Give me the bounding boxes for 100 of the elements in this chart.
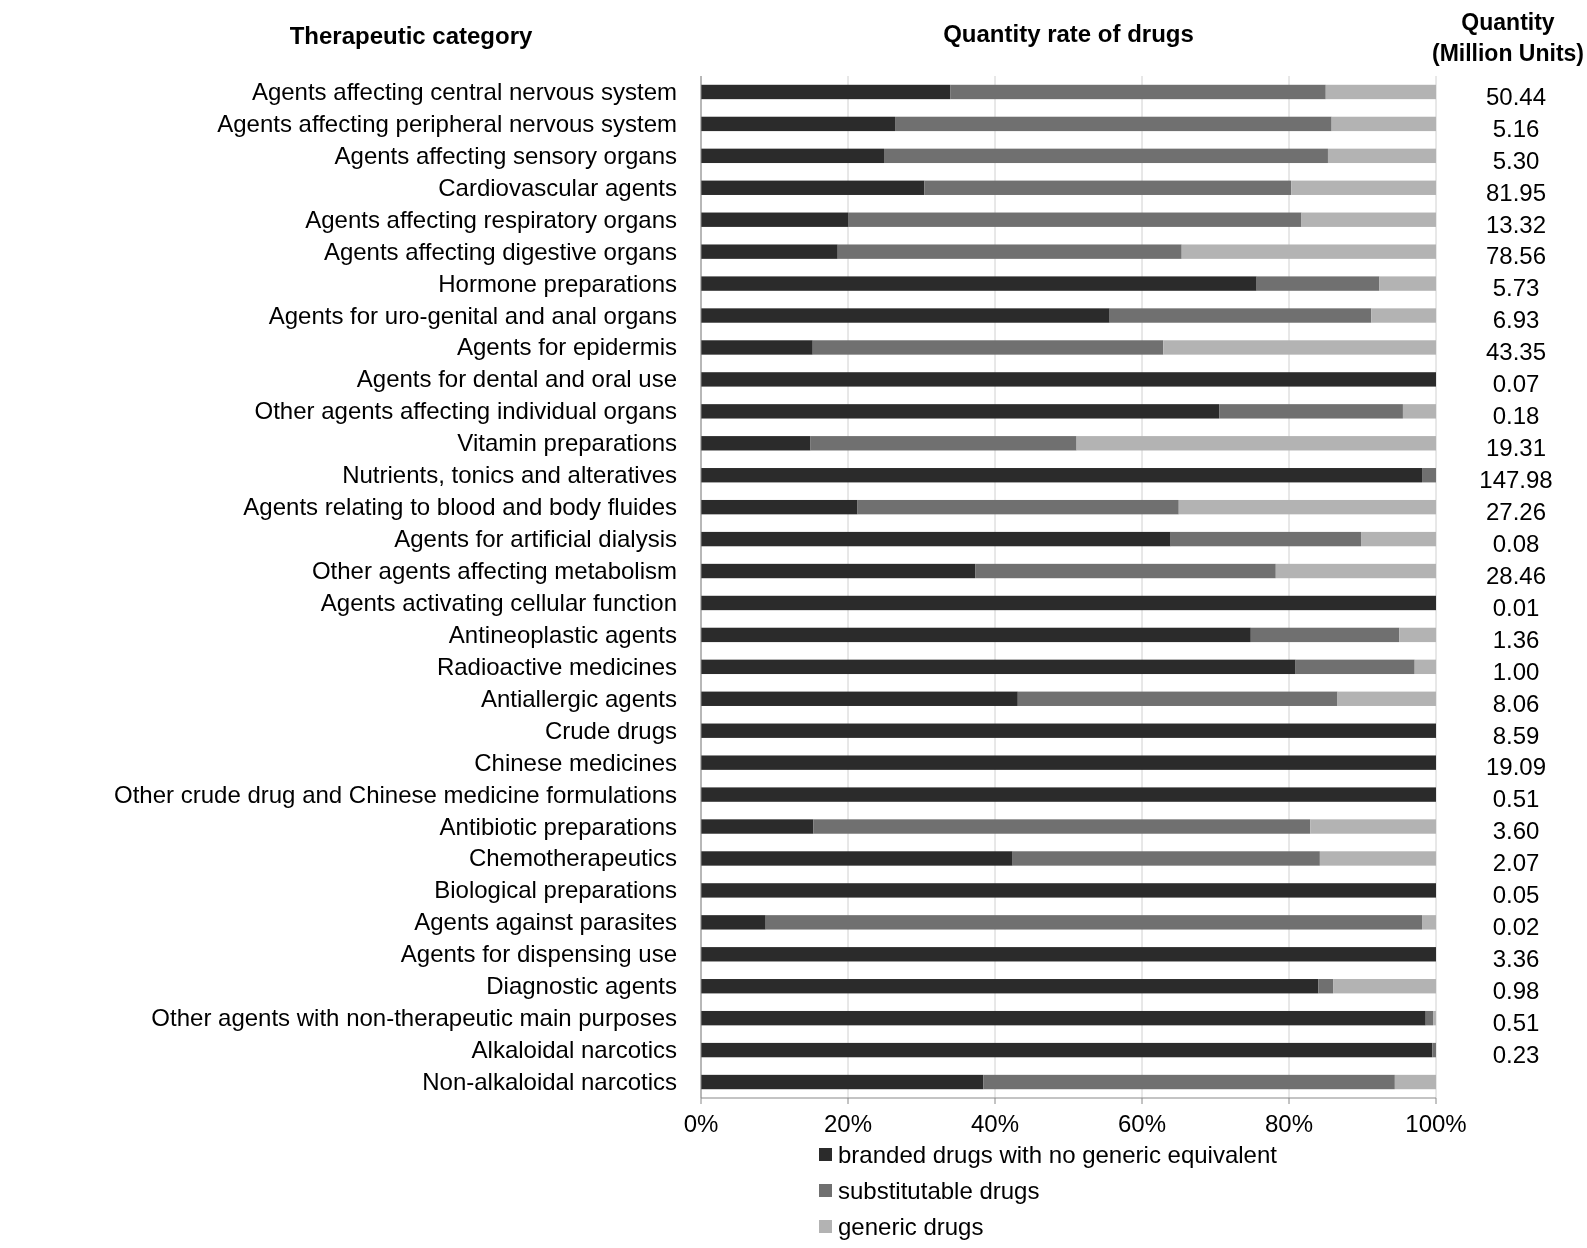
bar	[1012, 851, 1320, 866]
bar	[1327, 148, 1436, 164]
text: 3.36	[1492, 945, 1540, 973]
y-tick-label: Other agents with non-therapeutic main purposes	[151, 1004, 677, 1032]
bar	[1422, 915, 1437, 930]
legend-label: substitutable drugs	[838, 1177, 1040, 1204]
bar	[1399, 627, 1436, 643]
y-tick-label: Vitamin preparations	[457, 429, 677, 457]
bar	[701, 340, 813, 355]
y-tick-label: Agents for dental and oral use	[356, 365, 677, 393]
y-tick-label: Radioactive medicines	[436, 652, 677, 680]
bar	[701, 1010, 1426, 1026]
bar	[701, 883, 1436, 898]
bar	[701, 372, 1436, 387]
text: 28.46	[1485, 561, 1547, 589]
bar	[701, 212, 848, 227]
y-tick-label: Agents relating to blood and body fluides	[243, 493, 677, 521]
bar	[701, 595, 1436, 611]
bar	[812, 340, 1164, 355]
bar	[983, 1074, 1395, 1090]
bar	[1425, 1010, 1434, 1026]
bar	[701, 116, 896, 132]
bar	[1331, 116, 1436, 132]
text: 13.32	[1485, 210, 1547, 238]
bar	[1163, 340, 1436, 355]
y-tick-label: Other agents affecting metabolism	[311, 557, 677, 585]
text: 78.56	[1485, 242, 1547, 270]
bar	[1337, 691, 1436, 706]
bar	[837, 244, 1182, 259]
bar	[1256, 276, 1380, 291]
y-tick-label: Hormone preparations	[438, 269, 677, 297]
bar	[1325, 84, 1436, 100]
y-tick-label: Agents for artificial dialysis	[394, 525, 677, 553]
text: Quantity (Million Units)	[1431, 9, 1585, 66]
x-tick-label: 40%	[970, 1110, 1020, 1137]
bar	[701, 1074, 984, 1090]
bar	[701, 276, 1257, 291]
text: 0.05	[1492, 881, 1540, 909]
text: 0.02	[1492, 913, 1540, 941]
bar	[1295, 659, 1415, 675]
text: 19.09	[1485, 753, 1547, 781]
text: 8.06	[1492, 689, 1540, 717]
bar	[701, 627, 1251, 643]
text: 3.60	[1492, 817, 1540, 845]
bar	[884, 148, 1328, 164]
y-tick-label: Agents for epidermis	[456, 333, 677, 361]
text: 43.35	[1485, 338, 1547, 366]
bar	[701, 979, 1319, 994]
bar	[1433, 1010, 1436, 1026]
y-tick-label: Agents activating cellular function	[320, 588, 677, 616]
text: 50.44	[1485, 82, 1547, 110]
text: 8.59	[1492, 721, 1540, 749]
text: 5.30	[1492, 146, 1540, 174]
y-tick-label: Agents affecting digestive organs	[323, 237, 677, 265]
bar	[1181, 244, 1436, 259]
y-tick-label: Nutrients, tonics and alteratives	[342, 461, 677, 489]
bar	[701, 531, 1171, 547]
bar	[1017, 691, 1338, 706]
chart-title: Quantity rate of drugs	[943, 20, 1194, 47]
y-tick-label: Antiallergic agents	[480, 684, 677, 712]
bar	[813, 819, 1311, 834]
bar	[857, 499, 1179, 515]
bar	[701, 180, 925, 195]
bar	[1170, 531, 1362, 547]
bar	[1250, 627, 1400, 643]
bar	[1076, 436, 1436, 451]
text: 0.07	[1492, 370, 1540, 398]
bar	[1361, 531, 1436, 547]
y-tick-label: Antibiotic preparations	[439, 812, 677, 840]
x-tick-label: 60%	[1117, 1110, 1167, 1137]
bar	[701, 723, 1436, 738]
y-tick-label: Other agents affecting individual organs	[254, 397, 677, 425]
text: 0.51	[1492, 1008, 1540, 1036]
bar	[1394, 1074, 1436, 1090]
text: 0.08	[1492, 529, 1540, 557]
text: 1.00	[1492, 657, 1540, 685]
text: 1.36	[1492, 625, 1540, 653]
bar	[701, 851, 1013, 866]
y-tick-label: Agents affecting respiratory organs	[305, 205, 677, 233]
text: 0.01	[1492, 593, 1540, 621]
y-tick-label: Diagnostic agents	[486, 972, 677, 1000]
bar	[701, 755, 1436, 770]
bar	[1414, 659, 1437, 675]
bar	[1291, 180, 1436, 195]
bar	[701, 404, 1220, 419]
bar	[1301, 212, 1436, 227]
text: 0.18	[1492, 402, 1540, 430]
bar	[701, 499, 858, 515]
bar	[701, 915, 766, 930]
x-tick-label: 20%	[823, 1110, 873, 1137]
bar	[1319, 851, 1436, 866]
y-tick-label: Agents affecting central nervous system	[251, 77, 677, 105]
bar	[924, 180, 1292, 195]
text: 147.98	[1479, 466, 1553, 494]
y-tick-label: Agents for dispensing use	[400, 940, 677, 968]
bar	[701, 308, 1110, 323]
bar	[701, 691, 1018, 706]
y-axis-title: Therapeutic category	[289, 22, 534, 49]
bar	[895, 116, 1332, 132]
bar	[1333, 979, 1436, 994]
